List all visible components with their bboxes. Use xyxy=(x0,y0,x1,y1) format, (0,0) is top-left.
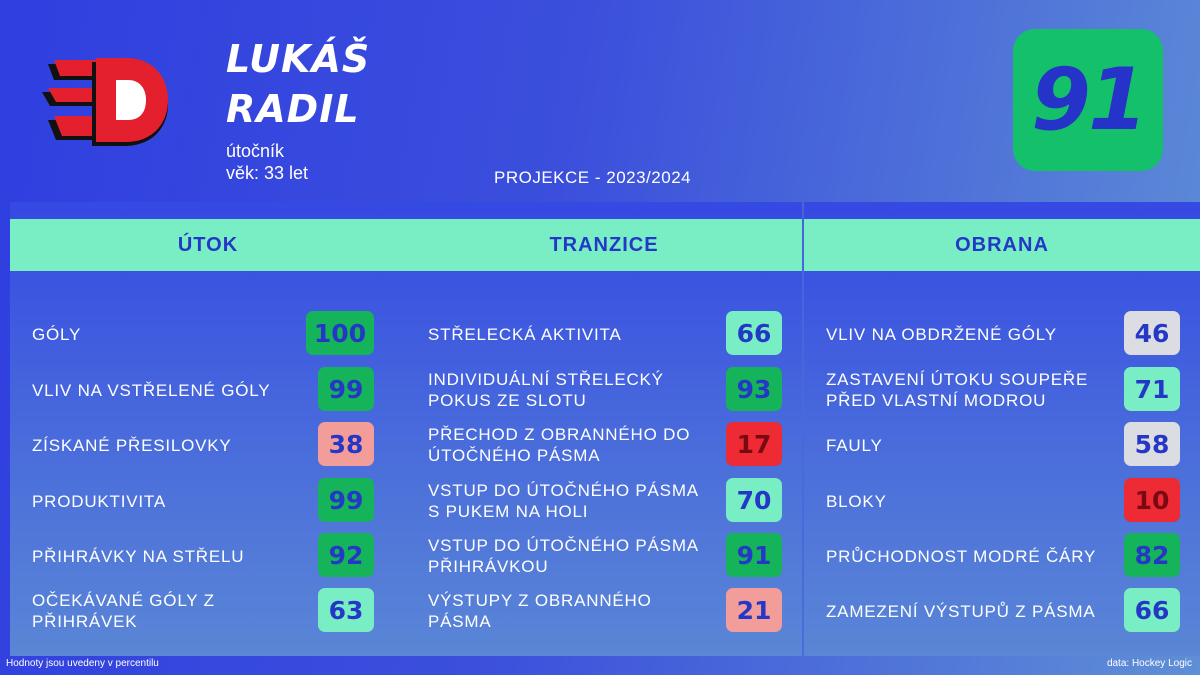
metric-row: VLIV NA VSTŘELENÉ GÓLY 99 xyxy=(10,367,406,413)
metric-label: INDIVIDUÁLNÍ STŘELECKÝ POKUS ZE SLOTU xyxy=(428,370,664,410)
metric-row: BLOKY 10 xyxy=(804,478,1200,524)
footer-note: Hodnoty jsou uvedeny v percentilu xyxy=(6,658,159,669)
metric-row: VLIV NA OBDRŽENÉ GÓLY 46 xyxy=(804,311,1200,357)
metric-label: ZÍSKANÉ PŘESILOVKY xyxy=(32,435,232,455)
metric-row: ZÍSKANÉ PŘESILOVKY 38 xyxy=(10,422,406,468)
player-name: LUKÁŠ RADIL xyxy=(226,34,370,134)
metric-percentile-badge: 99 xyxy=(318,478,374,522)
player-age: věk: 33 let xyxy=(226,163,309,183)
metric-row: ZAMEZENÍ VÝSTUPŮ Z PÁSMA 66 xyxy=(804,588,1200,634)
metric-percentile-badge: 99 xyxy=(318,367,374,411)
metric-percentile-badge: 38 xyxy=(318,422,374,466)
metric-row: PRODUKTIVITA 99 xyxy=(10,478,406,524)
metric-label: PŘECHOD Z OBRANNÉHO DO ÚTOČNÉHO PÁSMA xyxy=(428,425,691,465)
metric-percentile-badge: 70 xyxy=(726,478,782,522)
panel-tranzice: TRANZICE STŘELECKÁ AKTIVITA 66 INDIVIDUÁLN… xyxy=(406,202,802,656)
metric-label: PŘIHRÁVKY NA STŘELU xyxy=(32,546,245,566)
metric-label: BLOKY xyxy=(826,491,887,511)
metric-row: STŘELECKÁ AKTIVITA 66 xyxy=(406,311,802,357)
metric-row: OČEKÁVANÉ GÓLY Z PŘIHRÁVEK 63 xyxy=(10,588,406,634)
metric-row: FAULY 58 xyxy=(804,422,1200,468)
panel-obrana: OBRANA VLIV NA OBDRŽENÉ GÓLY 46 ZASTAVENÍ … xyxy=(804,202,1200,656)
panel-utok: ÚTOK GÓLY 100 VLIV NA VSTŘELENÉ GÓLY 99 ZÍSK… xyxy=(10,202,406,656)
overall-rating-badge: 91 xyxy=(1013,29,1163,171)
panel-header: ÚTOK xyxy=(10,219,406,271)
metric-percentile-badge: 82 xyxy=(1124,533,1180,577)
player-position: útočník xyxy=(226,141,285,161)
metric-label: VLIV NA OBDRŽENÉ GÓLY xyxy=(826,324,1057,344)
metric-row: VSTUP DO ÚTOČNÉHO PÁSMA PŘIHRÁVKOU 91 xyxy=(406,533,802,579)
panel-header: TRANZICE xyxy=(406,219,802,271)
player-meta: útočník věk: 33 let xyxy=(226,140,308,184)
footer-source: data: Hockey Logic xyxy=(1106,658,1192,669)
metric-label: VSTUP DO ÚTOČNÉHO PÁSMA PŘIHRÁVKOU xyxy=(428,536,698,576)
metric-label: GÓLY xyxy=(32,324,82,344)
metric-row: VÝSTUPY Z OBRANNÉHO PÁSMA 21 xyxy=(406,588,802,634)
metric-percentile-badge: 93 xyxy=(726,367,782,411)
metric-percentile-badge: 17 xyxy=(726,422,782,466)
metric-label: VLIV NA VSTŘELENÉ GÓLY xyxy=(32,380,271,400)
metric-row: PRŮCHODNOST MODRÉ ČÁRY 82 xyxy=(804,533,1200,579)
metric-label: FAULY xyxy=(826,435,883,455)
projection-label: PROJEKCE - 2023/2024 xyxy=(494,168,692,187)
metric-row: ZASTAVENÍ ÚTOKU SOUPEŘE PŘED VLASTNÍ MOD… xyxy=(804,367,1200,413)
metric-percentile-badge: 66 xyxy=(726,311,782,355)
metric-row: GÓLY 100 xyxy=(10,311,406,357)
metric-row: PŘIHRÁVKY NA STŘELU 92 xyxy=(10,533,406,579)
metric-percentile-badge: 66 xyxy=(1124,588,1180,632)
metric-percentile-badge: 58 xyxy=(1124,422,1180,466)
metric-percentile-badge: 21 xyxy=(726,588,782,632)
metric-label: ZAMEZENÍ VÝSTUPŮ Z PÁSMA xyxy=(826,601,1096,621)
metric-label: STŘELECKÁ AKTIVITA xyxy=(428,324,622,344)
team-logo-icon xyxy=(42,58,168,146)
metric-row: INDIVIDUÁLNÍ STŘELECKÝ POKUS ZE SLOTU 93 xyxy=(406,367,802,413)
player-last-name: RADIL xyxy=(226,87,360,131)
overall-rating-value: 91 xyxy=(1031,50,1148,150)
metric-percentile-badge: 10 xyxy=(1124,478,1180,522)
metric-row: PŘECHOD Z OBRANNÉHO DO ÚTOČNÉHO PÁSMA 17 xyxy=(406,422,802,468)
player-first-name: LUKÁŠ xyxy=(226,37,371,81)
metric-percentile-badge: 100 xyxy=(306,311,374,355)
metric-row: VSTUP DO ÚTOČNÉHO PÁSMA S PUKEM NA HOLI 7… xyxy=(406,478,802,524)
metric-label: PRODUKTIVITA xyxy=(32,491,166,511)
metric-percentile-badge: 92 xyxy=(318,533,374,577)
metric-label: ZASTAVENÍ ÚTOKU SOUPEŘE PŘED VLASTNÍ MOD… xyxy=(826,370,1089,410)
metric-percentile-badge: 46 xyxy=(1124,311,1180,355)
panel-header: OBRANA xyxy=(804,219,1200,271)
metric-label: VÝSTUPY Z OBRANNÉHO PÁSMA xyxy=(428,591,652,631)
metric-label: VSTUP DO ÚTOČNÉHO PÁSMA S PUKEM NA HOLI xyxy=(428,481,698,521)
metric-label: OČEKÁVANÉ GÓLY Z PŘIHRÁVEK xyxy=(32,591,215,631)
metric-percentile-badge: 63 xyxy=(318,588,374,632)
metric-label: PRŮCHODNOST MODRÉ ČÁRY xyxy=(826,546,1097,566)
metric-percentile-badge: 71 xyxy=(1124,367,1180,411)
metric-percentile-badge: 91 xyxy=(726,533,782,577)
